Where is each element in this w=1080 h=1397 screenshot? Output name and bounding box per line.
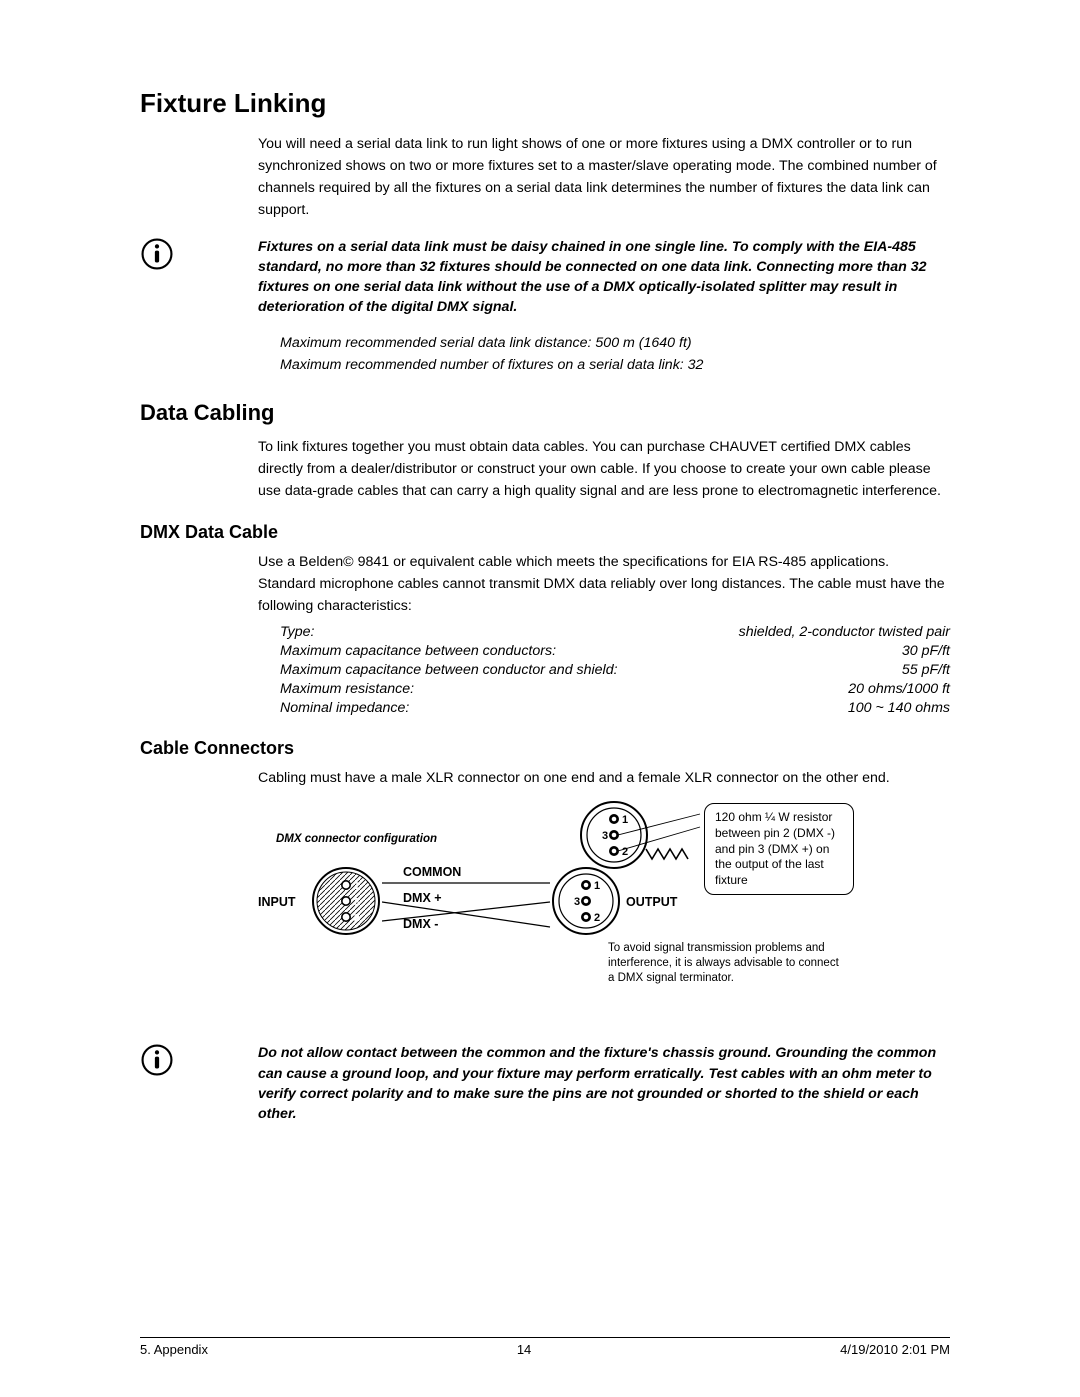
svg-text:1: 1 bbox=[354, 881, 360, 892]
info-icon bbox=[140, 237, 188, 271]
heading-cable-connectors: Cable Connectors bbox=[140, 738, 950, 759]
spec-l: Maximum capacitance between conductors: bbox=[280, 642, 720, 661]
footer-right: 4/19/2010 2:01 PM bbox=[840, 1342, 950, 1357]
page-title: Fixture Linking bbox=[140, 88, 950, 119]
spec-table: Type:shielded, 2-conductor twisted pair … bbox=[280, 623, 950, 719]
diagram-advice: To avoid signal transmission problems an… bbox=[608, 941, 848, 986]
dmxm-label: DMX - bbox=[403, 917, 438, 931]
note-text-2: Do not allow contact between the common … bbox=[258, 1043, 950, 1124]
input-connector-icon: 1 3 2 bbox=[310, 865, 382, 937]
input-label: INPUT bbox=[258, 895, 296, 909]
spec-l: Type: bbox=[280, 623, 720, 642]
spec-l: Nominal impedance: bbox=[280, 699, 720, 718]
intro-paragraph: You will need a serial data link to run … bbox=[258, 133, 950, 221]
diagram-title: DMX connector configuration bbox=[276, 833, 437, 845]
spec-r: 30 pF/ft bbox=[720, 642, 950, 661]
spec-r: 55 pF/ft bbox=[720, 661, 950, 680]
svg-text:2: 2 bbox=[594, 912, 600, 924]
output-label: OUTPUT bbox=[626, 895, 677, 909]
data-cabling-paragraph: To link fixtures together you must obtai… bbox=[258, 436, 950, 502]
svg-text:3: 3 bbox=[354, 897, 360, 908]
footer-left: 5. Appendix bbox=[140, 1342, 208, 1357]
svg-text:2: 2 bbox=[354, 913, 360, 924]
note-row-1: Fixtures on a serial data link must be d… bbox=[140, 237, 950, 318]
note-text-1: Fixtures on a serial data link must be d… bbox=[258, 237, 950, 318]
connector-diagram: DMX connector configuration 1 3 2 INPUT … bbox=[258, 803, 950, 1013]
common-label: COMMON bbox=[403, 865, 461, 879]
info-icon bbox=[140, 1043, 188, 1077]
wire-lines-icon bbox=[382, 869, 557, 947]
conn-body: Cabling must have a male XLR connector o… bbox=[258, 767, 950, 789]
spec-l: Maximum capacitance between conductor an… bbox=[280, 661, 720, 680]
note-row-2: Do not allow contact between the common … bbox=[140, 1043, 950, 1124]
svg-text:3: 3 bbox=[574, 896, 580, 908]
spec-l: Maximum resistance: bbox=[280, 680, 720, 699]
max-distance: Maximum recommended serial data link dis… bbox=[280, 332, 950, 354]
dmxp-label: DMX + bbox=[403, 891, 442, 905]
dmx-body: Use a Belden© 9841 or equivalent cable w… bbox=[258, 551, 950, 617]
output-connector-icon: 1 3 2 bbox=[550, 865, 622, 937]
page-footer: 5. Appendix 14 4/19/2010 2:01 PM bbox=[140, 1337, 950, 1357]
spec-r: 20 ohms/1000 ft bbox=[720, 680, 950, 699]
callout-box: 120 ohm ¼ W resistor between pin 2 (DMX … bbox=[704, 803, 854, 895]
spec-r: 100 ~ 140 ohms bbox=[720, 699, 950, 718]
spec-r: shielded, 2-conductor twisted pair bbox=[720, 623, 950, 642]
heading-dmx-cable: DMX Data Cable bbox=[140, 522, 950, 543]
leader-lines-icon bbox=[618, 809, 708, 869]
svg-text:1: 1 bbox=[594, 880, 600, 892]
svg-text:3: 3 bbox=[602, 830, 608, 842]
max-fixtures: Maximum recommended number of fixtures o… bbox=[280, 354, 950, 376]
heading-data-cabling: Data Cabling bbox=[140, 400, 950, 426]
footer-center: 14 bbox=[517, 1342, 531, 1357]
